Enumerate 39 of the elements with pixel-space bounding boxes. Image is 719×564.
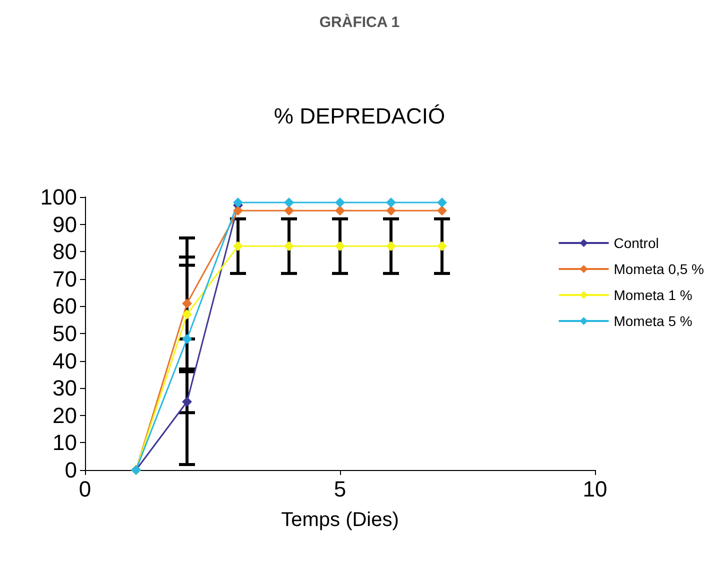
- point: [437, 197, 447, 208]
- point: [182, 334, 192, 344]
- point: [182, 298, 192, 308]
- y-tick-label: 0: [64, 458, 77, 482]
- y-tick-label: 30: [52, 376, 77, 401]
- y-tick-label: 50: [52, 321, 77, 346]
- chart-subtitle: % DEPREDACIÓ: [274, 104, 446, 128]
- legend-label: Control: [614, 235, 659, 251]
- y-tick-label: 10: [52, 430, 77, 456]
- point: [284, 206, 294, 216]
- x-axis-title: Temps (Dies): [281, 509, 399, 531]
- x-tick-label: 5: [334, 476, 346, 502]
- point: [233, 197, 243, 208]
- point: [386, 241, 396, 252]
- legend-label: Mometa 0,5 %: [614, 261, 704, 277]
- point: [182, 396, 192, 407]
- point: [284, 241, 294, 252]
- legend-label: Mometa 1 %: [614, 287, 692, 303]
- point: [437, 206, 447, 216]
- point: [233, 206, 243, 216]
- y-tick-label: 60: [52, 294, 77, 319]
- y-tick-label: 40: [52, 348, 77, 374]
- y-tick-label: 20: [52, 402, 77, 428]
- point: [335, 197, 345, 208]
- point: [437, 241, 447, 252]
- y-tick-label: 80: [52, 239, 77, 264]
- point: [386, 197, 396, 208]
- x-tick-label: 10: [582, 476, 608, 502]
- point: [233, 241, 243, 252]
- y-tick-label: 90: [52, 212, 77, 237]
- point: [335, 241, 345, 252]
- legend-label: Mometa 5 %: [614, 313, 692, 329]
- chart-title: GRÀFICA 1: [319, 13, 400, 31]
- point: [182, 309, 192, 320]
- y-tick-label: 100: [40, 184, 77, 210]
- y-tick-label: 70: [52, 266, 77, 292]
- point: [386, 206, 396, 216]
- point: [284, 197, 294, 208]
- point: [335, 206, 345, 216]
